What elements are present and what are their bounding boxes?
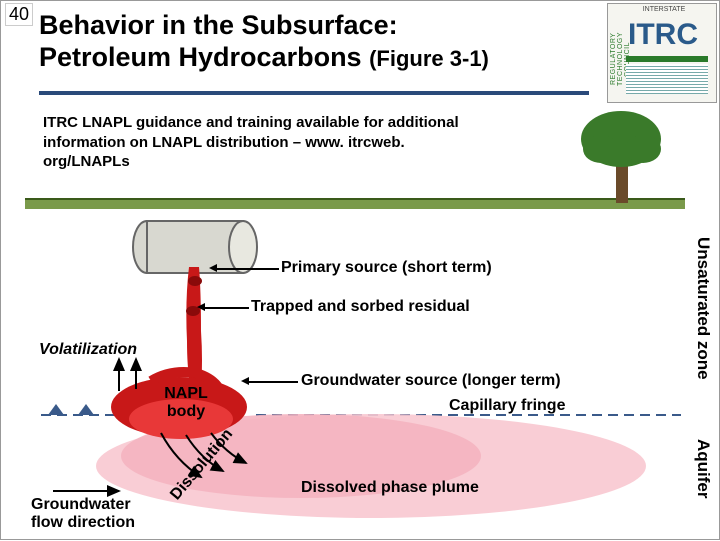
napl-blob1: [188, 276, 202, 286]
tree-canopy-r: [625, 135, 661, 163]
primary-arrow: [216, 268, 279, 270]
label-napl-body: NAPL body: [156, 385, 216, 420]
primary-arrow-head: [209, 264, 217, 272]
label-aquifer: Aquifer: [693, 439, 713, 519]
label-unsat-zone: Unsaturated zone: [693, 237, 713, 417]
water-table-triangle-l2: [78, 404, 94, 415]
drum-end: [229, 221, 257, 273]
trapped-arrow: [204, 307, 249, 309]
tree-canopy-l: [583, 135, 619, 163]
label-dissolved: Dissolved phase plume: [301, 479, 479, 497]
label-capillary: Capillary fringe: [449, 397, 565, 415]
label-gw-source: Groundwater source (longer term): [301, 372, 561, 390]
label-primary-source: Primary source (short term): [281, 259, 492, 277]
label-trapped: Trapped and sorbed residual: [251, 298, 470, 316]
gwsrc-arrow-head: [241, 377, 249, 385]
grass-layer: [25, 199, 685, 209]
gwsrc-arrow: [248, 381, 298, 383]
label-volatilization: Volatilization: [39, 341, 137, 359]
water-table-triangle-l: [48, 404, 64, 415]
trapped-arrow-head: [197, 303, 205, 311]
label-gw-flow: Groundwater flow direction: [31, 496, 151, 533]
